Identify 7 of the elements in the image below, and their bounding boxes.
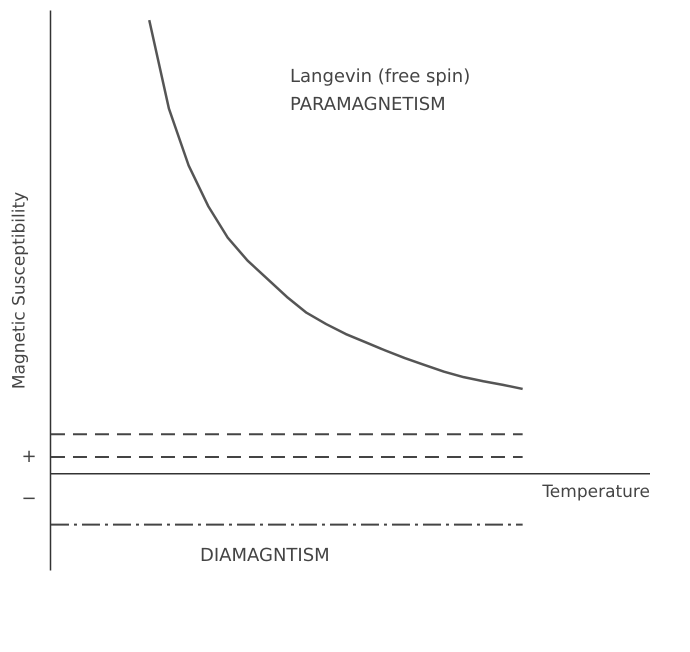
x-axis-title: Temperature [541, 482, 650, 502]
text: DIAMAGNTISM [200, 545, 330, 566]
text: − [21, 488, 37, 510]
annotation: PARAMAGNETISM [290, 94, 446, 116]
annotation: Langevin (free spin) [290, 66, 470, 88]
text: + [21, 446, 37, 467]
y-axis-title: Magnetic Susceptibility [10, 192, 30, 390]
